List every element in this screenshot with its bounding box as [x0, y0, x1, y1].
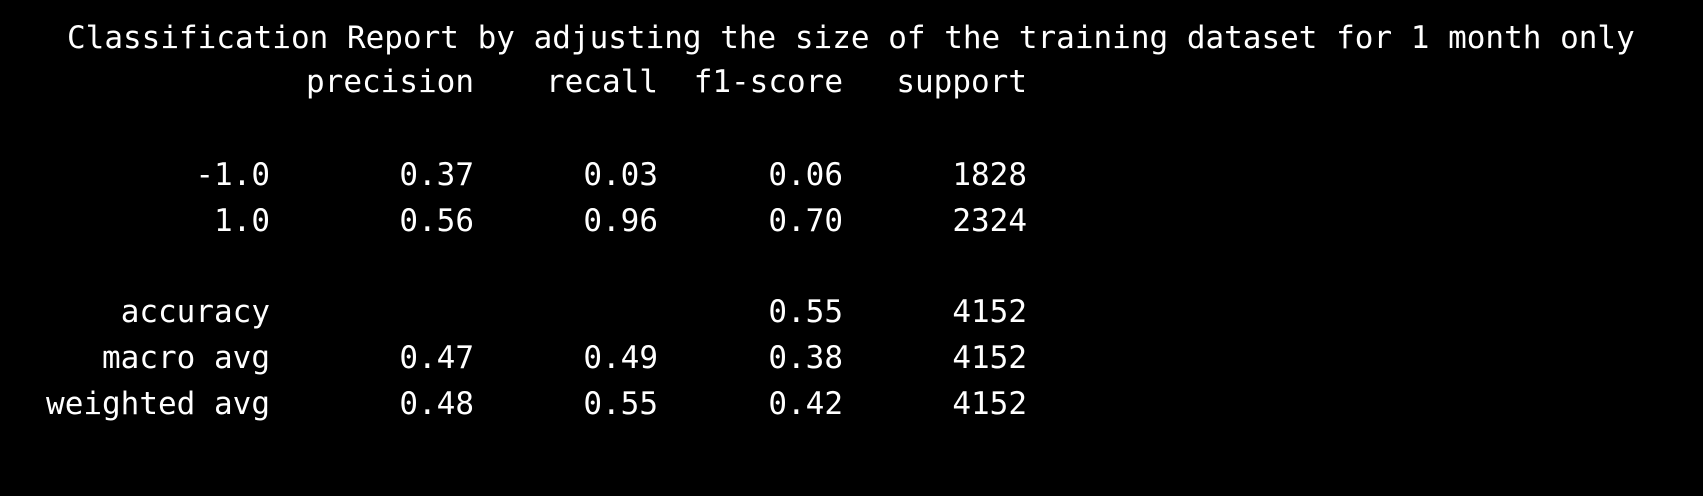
report-title: Classification Report by adjusting the s… — [67, 20, 1635, 56]
header-precision: precision — [306, 64, 474, 100]
header-recall: recall — [546, 64, 658, 100]
recall-value: 0.96 — [583, 203, 658, 239]
f1-score-value: 0.70 — [768, 203, 843, 239]
summary-row-macro-avg: macro avg 0.47 0.49 0.38 4152 — [0, 338, 1100, 378]
row-label: weighted avg — [46, 386, 270, 422]
f1-score-value: 0.06 — [768, 157, 843, 193]
header-row: precision recall f1-score support — [0, 62, 1100, 102]
header-support: support — [896, 64, 1027, 100]
precision-value: 0.56 — [399, 203, 474, 239]
f1-score-value: 0.55 — [768, 294, 843, 330]
table-row: 1.0 0.56 0.96 0.70 2324 — [0, 201, 1100, 241]
precision-value: 0.48 — [399, 386, 474, 422]
summary-row-weighted-avg: weighted avg 0.48 0.55 0.42 4152 — [0, 384, 1100, 424]
recall-value: 0.55 — [583, 386, 658, 422]
row-label: macro avg — [102, 340, 270, 376]
summary-row-accuracy: accuracy 0.55 4152 — [0, 292, 1100, 332]
support-value: 4152 — [952, 386, 1027, 422]
support-value: 4152 — [952, 340, 1027, 376]
support-value: 4152 — [952, 294, 1027, 330]
support-value: 2324 — [952, 203, 1027, 239]
recall-value: 0.49 — [583, 340, 658, 376]
f1-score-value: 0.38 — [768, 340, 843, 376]
precision-value: 0.47 — [399, 340, 474, 376]
header-f1-score: f1-score — [693, 64, 843, 100]
recall-value: 0.03 — [583, 157, 658, 193]
support-value: 1828 — [952, 157, 1027, 193]
f1-score-value: 0.42 — [768, 386, 843, 422]
precision-value: 0.37 — [399, 157, 474, 193]
row-label: accuracy — [120, 294, 270, 330]
row-label: -1.0 — [195, 157, 270, 193]
row-label: 1.0 — [214, 203, 270, 239]
table-row: -1.0 0.37 0.03 0.06 1828 — [0, 155, 1100, 195]
